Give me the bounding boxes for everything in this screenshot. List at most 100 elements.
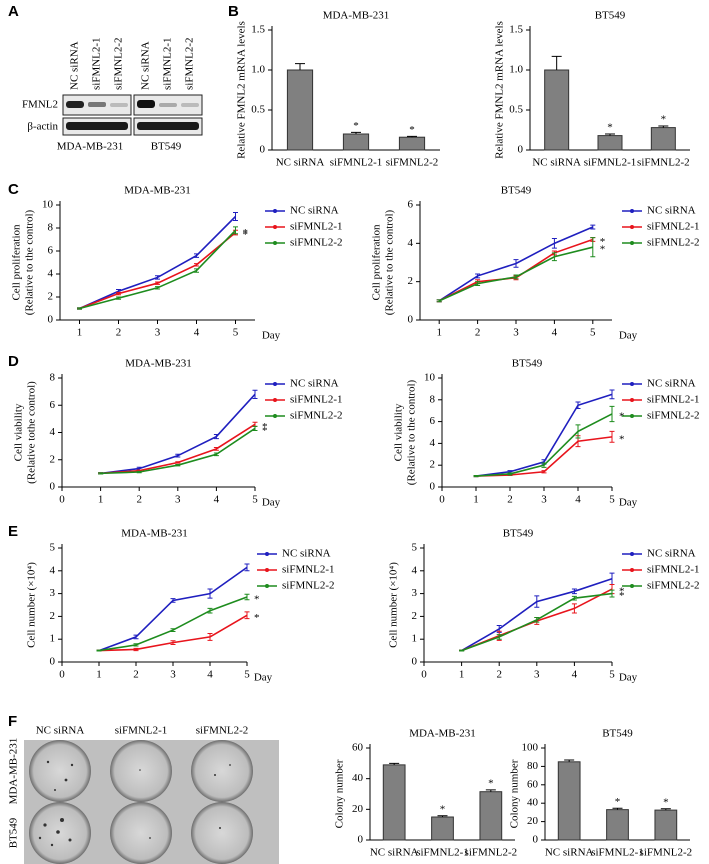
x-tick-label: siFMNL2-2 xyxy=(640,847,693,859)
y-tick-label: 1.5 xyxy=(509,24,523,36)
y-tick-label: 0 xyxy=(48,314,54,326)
series-line xyxy=(98,614,248,652)
y-tick-label: 4 xyxy=(50,564,56,576)
error-bar xyxy=(136,470,142,474)
x-tick-label: 2 xyxy=(136,494,142,506)
significance: * xyxy=(262,425,268,437)
error-bar xyxy=(170,628,176,632)
error-bar xyxy=(133,647,139,652)
error-bar xyxy=(564,759,575,762)
significance: * xyxy=(440,803,446,815)
error-bar xyxy=(244,593,250,601)
blot-row-label: FMNL2 xyxy=(22,99,58,111)
y-tick-label: 100 xyxy=(522,742,539,754)
panel-label: E xyxy=(8,523,18,540)
legend-label: siFMNL2-1 xyxy=(647,221,700,233)
error-bar xyxy=(175,461,181,464)
y-tick-label: 6 xyxy=(430,415,436,427)
y-tick-label: 4 xyxy=(408,237,414,249)
y-tick-label: 4 xyxy=(50,426,56,438)
x-tick-label: 4 xyxy=(207,669,213,681)
x-tick-label: 5 xyxy=(252,494,258,506)
y-tick-label: 1.5 xyxy=(251,24,265,36)
panel-label: C xyxy=(8,181,19,198)
legend-label: NC siRNA xyxy=(290,378,339,390)
plate-column-label: NC siRNA xyxy=(36,725,85,737)
y-tick-label: 4 xyxy=(412,564,418,576)
x-tick-label: 0 xyxy=(421,669,427,681)
error-bar xyxy=(513,259,519,268)
significance: * xyxy=(409,124,415,136)
chart-title: MDA-MB-231 xyxy=(323,10,390,22)
x-axis-label: Day xyxy=(262,330,281,342)
bar xyxy=(557,761,581,841)
error-bar xyxy=(551,238,557,249)
error-bar xyxy=(213,446,219,451)
significance: * xyxy=(661,114,667,126)
plate xyxy=(110,740,172,802)
y-tick-label: 2 xyxy=(48,291,54,303)
y-axis-label: Cell viability xyxy=(13,403,25,461)
y-tick-label: 80 xyxy=(527,760,539,772)
error-bar xyxy=(571,603,577,614)
error-bar xyxy=(513,274,519,280)
y-axis-label: Cell viability xyxy=(393,403,405,461)
significance: * xyxy=(615,796,621,808)
x-tick-label: 4 xyxy=(572,669,578,681)
error-bar xyxy=(244,611,250,620)
band xyxy=(88,102,106,107)
significance: * xyxy=(243,227,249,239)
x-tick-label: NC siRNA xyxy=(276,157,325,169)
x-tick-label: 3 xyxy=(513,327,519,339)
x-tick-label: 3 xyxy=(155,327,161,339)
error-bar xyxy=(541,462,547,468)
y-tick-label: 5 xyxy=(412,542,418,554)
y-tick-label: 40 xyxy=(352,772,364,784)
error-bar xyxy=(155,281,160,285)
significance: * xyxy=(619,411,625,423)
y-tick-label: 1 xyxy=(412,633,418,645)
error-bar xyxy=(194,268,199,273)
x-tick-label: siFMNL2-1 xyxy=(591,847,644,859)
y-tick-label: 8 xyxy=(48,222,54,234)
error-bar xyxy=(475,273,481,279)
error-bar xyxy=(609,389,615,400)
legend-label: NC siRNA xyxy=(647,378,696,390)
y-tick-label: 2 xyxy=(408,275,414,287)
y-axis-label: (Relative tothe control) xyxy=(26,381,38,484)
band xyxy=(137,122,199,130)
x-tick-label: 4 xyxy=(575,494,581,506)
error-bar xyxy=(575,424,581,439)
series-line xyxy=(79,229,237,310)
error-bar xyxy=(170,640,176,645)
plate-row-label: MDA-MB-231 xyxy=(8,738,20,805)
x-tick-label: siFMNL2-1 xyxy=(584,157,637,169)
legend-marker xyxy=(273,414,277,418)
legend-label: siFMNL2-2 xyxy=(647,580,700,592)
band xyxy=(181,103,199,107)
legend-label: siFMNL2-1 xyxy=(290,221,343,233)
x-tick-label: 1 xyxy=(98,494,104,506)
legend-marker xyxy=(630,241,634,245)
series-line xyxy=(79,231,237,310)
y-tick-label: 6 xyxy=(408,199,414,211)
x-tick-label: NC siRNA xyxy=(370,847,419,859)
legend-marker xyxy=(630,568,634,572)
x-tick-label: NC siRNA xyxy=(532,157,581,169)
x-axis-label: Day xyxy=(254,672,273,684)
x-axis-label: Day xyxy=(619,497,638,509)
y-axis-label: Relative FMNL2 mRNA levels xyxy=(236,21,248,159)
x-tick-label: 5 xyxy=(609,494,615,506)
x-tick-label: 4 xyxy=(552,327,558,339)
y-tick-label: 4 xyxy=(430,437,436,449)
y-tick-label: 8 xyxy=(430,393,436,405)
plate xyxy=(191,740,253,802)
blot-cell-line: MDA-MB-231 xyxy=(57,141,124,153)
bar xyxy=(342,133,370,151)
series-line xyxy=(461,578,613,652)
y-axis-label: (Relative to the control) xyxy=(406,379,418,485)
bar xyxy=(654,809,678,841)
plate xyxy=(29,740,91,802)
x-tick-label: 3 xyxy=(170,669,176,681)
y-tick-label: 1.0 xyxy=(509,64,523,76)
